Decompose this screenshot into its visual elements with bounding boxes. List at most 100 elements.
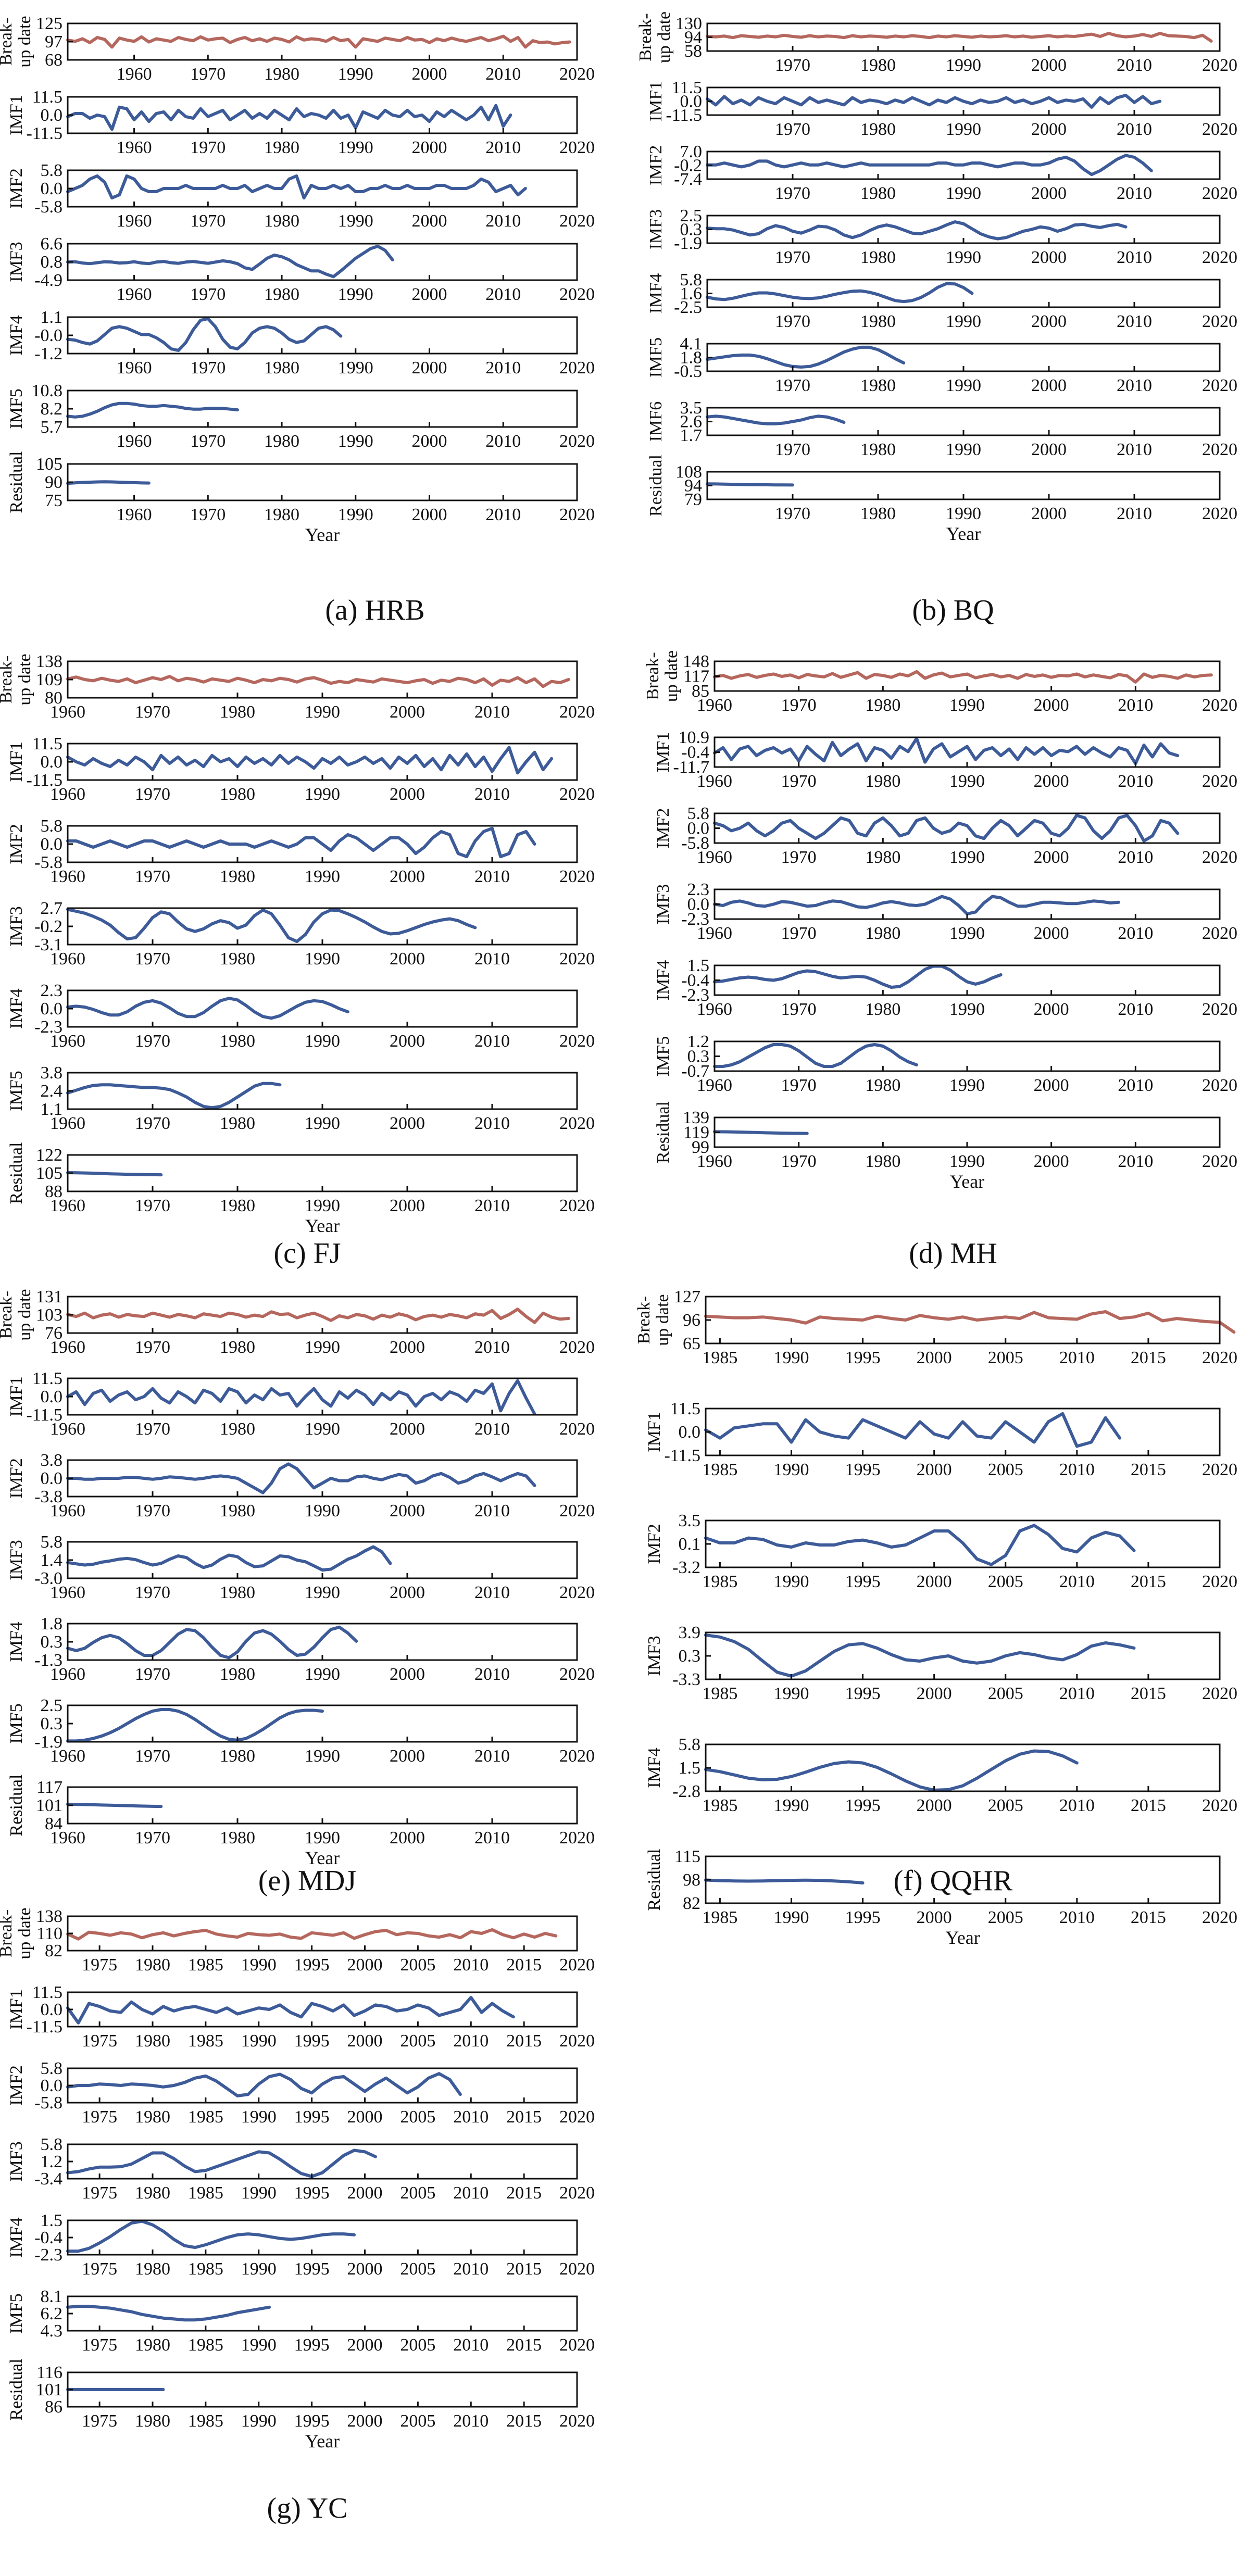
y-axis-label-line: Residual <box>646 455 666 517</box>
x-tick-label: 2020 <box>559 1114 595 1133</box>
x-tick-label: 2020 <box>1202 848 1237 867</box>
x-tick-label: 2000 <box>1034 1152 1069 1171</box>
x-axis-title: Year <box>305 2431 340 2452</box>
x-tick-label: 2010 <box>1117 312 1152 331</box>
y-tick-label: 1.2 <box>41 2152 63 2171</box>
x-tick-label: 2000 <box>917 1796 952 1815</box>
figure-caption: (b) BQ <box>912 594 994 626</box>
y-tick-label: 0.0 <box>687 819 710 838</box>
x-tick-label: 1970 <box>190 138 226 157</box>
y-tick-label: 3.5 <box>680 398 703 418</box>
x-tick-label: 1990 <box>338 138 373 157</box>
x-tick-label: 2010 <box>1118 772 1153 791</box>
y-tick-label: 127 <box>674 1287 700 1306</box>
x-tick-label: 1990 <box>305 1419 340 1439</box>
x-tick-label: 2020 <box>1202 248 1237 267</box>
decomposition-panel: -11.50.011.5 1960 1970 1980 1990 2000 2010 2020… <box>7 87 595 157</box>
x-tick-label: 1990 <box>774 1908 809 1927</box>
y-tick-label: 130 <box>675 14 702 33</box>
x-tick-label: 2020 <box>1202 56 1237 75</box>
x-tick-label: 1960 <box>697 1076 732 1095</box>
x-tick-label: 1970 <box>781 772 817 791</box>
figure-caption: (e) MDJ <box>258 1865 356 1897</box>
x-tick-label: 1990 <box>946 376 981 395</box>
y-tick-label: 11.5 <box>672 78 702 97</box>
x-tick-label: 2010 <box>453 2411 489 2431</box>
x-tick-label: 1980 <box>865 1076 900 1095</box>
x-tick-label: 1990 <box>305 867 340 886</box>
x-tick-label: 1995 <box>845 1460 881 1479</box>
x-tick-label: 1970 <box>781 1076 817 1095</box>
y-tick-label: -5.8 <box>34 853 62 872</box>
y-tick-label: 11.5 <box>32 1983 62 2002</box>
decomposition-panel: -2.8 1.5 5.8 1985 1990 1995 2000 2005 2010 2015 20… <box>645 1735 1237 1815</box>
decomposition-panel: -2.3-0.41.5 1960 1970 1980 1990 2000 2010 2020 I… <box>654 956 1237 1019</box>
decomposition-panel: 4.36.28.1 1975 1980 1985 1990 1995 2000 2005 201… <box>7 2287 595 2355</box>
x-tick-label: 1995 <box>845 1572 881 1591</box>
y-tick-label: 94 <box>684 28 702 47</box>
x-tick-label: 1990 <box>338 432 373 451</box>
y-axis-label-line: IMF4 <box>7 988 26 1028</box>
x-tick-label: 1980 <box>264 211 299 231</box>
x-tick-label: 2010 <box>474 1419 510 1439</box>
x-tick-label: 2000 <box>1031 376 1067 395</box>
x-tick-label: 1960 <box>50 1032 85 1051</box>
imf-line <box>66 104 512 131</box>
y-tick-label: 11.5 <box>670 1399 700 1418</box>
decomposition-panel: -11.50.011.5 1970 1980 1990 2000 2010 2020 IMF1 <box>646 78 1237 139</box>
y-tick-label: 8.2 <box>41 399 63 419</box>
x-tick-label: 2020 <box>559 285 595 304</box>
x-tick-label: 1970 <box>135 1746 170 1766</box>
x-tick-label: 2000 <box>390 1583 425 1602</box>
x-tick-label: 2010 <box>474 1665 510 1684</box>
x-tick-label: 2010 <box>474 1114 510 1133</box>
y-tick-label: 1.5 <box>687 956 710 975</box>
x-tick-label: 2010 <box>1117 248 1152 267</box>
x-tick-label: 2010 <box>1117 184 1152 203</box>
x-tick-label: 1970 <box>775 184 810 203</box>
y-tick-label: 0.0 <box>41 106 63 125</box>
x-tick-label: 2005 <box>988 1460 1023 1479</box>
x-tick-label: 2000 <box>1031 56 1067 75</box>
x-tick-label: 2020 <box>559 1746 595 1766</box>
x-tick-label: 1990 <box>338 505 373 524</box>
imf-line <box>66 480 151 485</box>
x-tick-label: 2000 <box>390 1665 425 1684</box>
x-tick-label: 1990 <box>305 1114 340 1133</box>
x-tick-label: 1970 <box>135 1828 170 1848</box>
y-tick-label: 1.8 <box>680 348 703 368</box>
x-tick-label: 2010 <box>1118 1076 1153 1095</box>
y-tick-label: 1.5 <box>41 2211 63 2230</box>
y-tick-label: 116 <box>36 2363 62 2382</box>
x-tick-label: 1990 <box>946 56 981 75</box>
x-tick-label: 2005 <box>400 2335 435 2355</box>
x-tick-label: 1990 <box>241 2411 277 2431</box>
decomposition-panel: -3.3 0.3 3.9 1985 1990 1995 2000 2005 2010 2015 20… <box>645 1623 1237 1703</box>
y-tick-label: 1.6 <box>680 284 703 304</box>
x-tick-label: 1970 <box>190 505 226 524</box>
x-tick-label: 2020 <box>559 949 595 969</box>
x-tick-label: 2015 <box>1131 1460 1166 1479</box>
x-tick-label: 1990 <box>305 702 340 722</box>
x-tick-label: 1990 <box>946 248 981 267</box>
x-tick-label: 2010 <box>1117 440 1152 459</box>
x-tick-label: 1980 <box>220 949 255 969</box>
decomposition-panel: 65 96 127 1985 1990 1995 2000 2005 2010 2015 2020 B… <box>634 1287 1237 1367</box>
y-axis-label: Residual <box>654 1101 673 1163</box>
x-tick-label: 1990 <box>305 949 340 969</box>
x-tick-label: 1990 <box>305 1196 340 1215</box>
x-tick-label: 1970 <box>135 1032 170 1051</box>
y-tick-label: 0.0 <box>41 1469 63 1488</box>
y-tick-label: 82 <box>683 1894 700 1913</box>
imf-line <box>66 2148 377 2178</box>
x-tick-label: 1980 <box>860 312 896 331</box>
y-tick-label: 98 <box>683 1870 700 1890</box>
y-tick-label: 11.5 <box>32 87 62 107</box>
x-tick-label: 1980 <box>220 1114 255 1133</box>
y-tick-label: 6.2 <box>41 2304 63 2323</box>
y-tick-label: 148 <box>683 652 709 671</box>
y-tick-label: 88 <box>45 1182 62 1201</box>
y-axis-label: IMF1 <box>654 732 673 772</box>
